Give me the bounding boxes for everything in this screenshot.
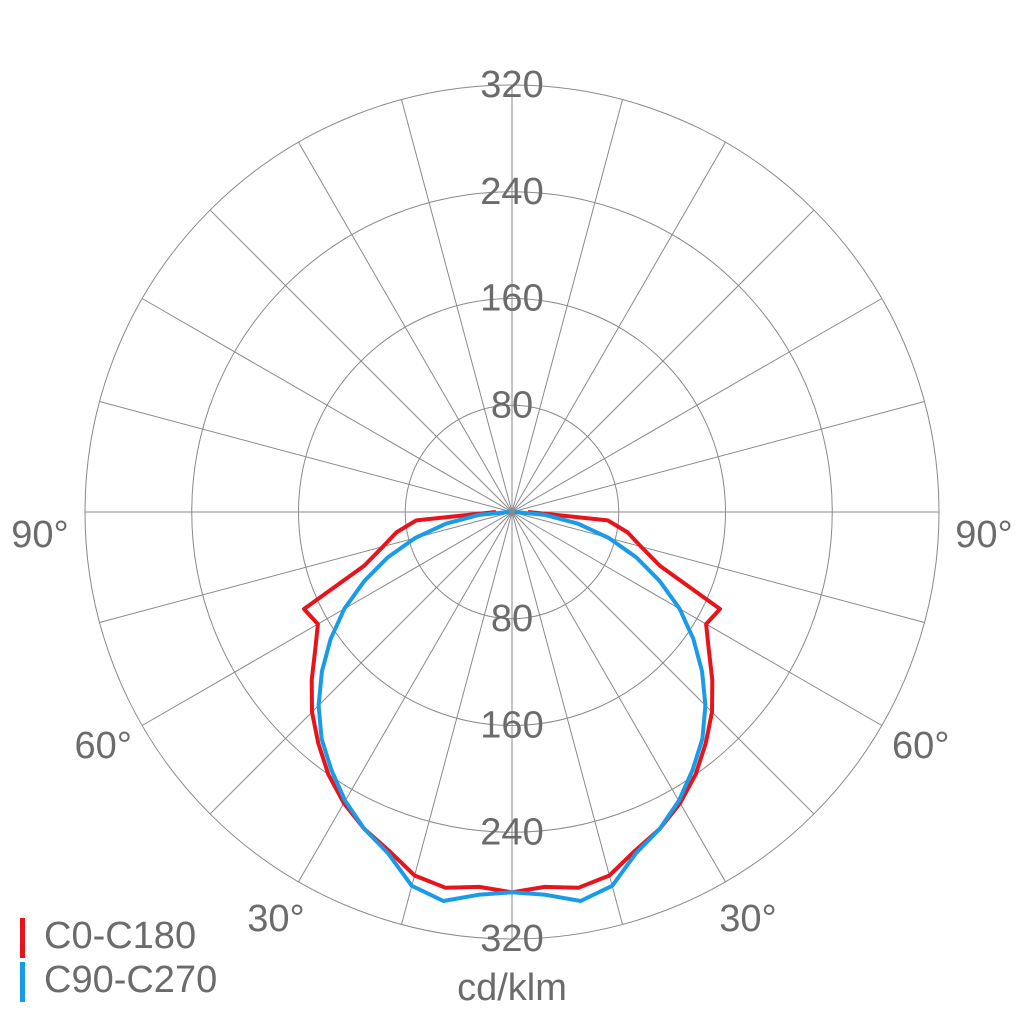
grid-ring <box>404 404 620 620</box>
angle-label: 90° <box>955 514 1012 556</box>
legend-label: C0-C180 <box>44 915 196 957</box>
r-tick-label: 240 <box>480 811 543 853</box>
grid-ring <box>298 298 726 726</box>
unit-label: cd/klm <box>457 967 567 1009</box>
angle-label: 90° <box>11 514 68 556</box>
grid-ring <box>191 191 833 833</box>
r-tick-label: 160 <box>480 705 543 747</box>
grid-ring <box>84 84 940 940</box>
r-tick-label: 320 <box>480 64 543 106</box>
series-line <box>316 510 708 903</box>
legend-swatch <box>20 962 25 1002</box>
legend-swatch <box>20 918 25 958</box>
legend-label: C90-C270 <box>44 959 217 1001</box>
r-tick-label: 160 <box>480 278 543 320</box>
angle-label: 30° <box>719 898 776 940</box>
r-tick-label: 240 <box>480 171 543 213</box>
angle-label: 60° <box>75 725 132 767</box>
angle-label: 60° <box>892 725 949 767</box>
grid <box>84 84 940 940</box>
r-tick-label: 80 <box>491 598 533 640</box>
labels: 80 80 160 160 240 240 320 320 90° 60° 30° 30° 60° 90°… <box>11 64 1013 1002</box>
r-tick-label: 320 <box>480 918 543 960</box>
r-tick-label: 80 <box>491 384 533 426</box>
curves <box>302 510 722 903</box>
angle-label: 30° <box>247 898 304 940</box>
